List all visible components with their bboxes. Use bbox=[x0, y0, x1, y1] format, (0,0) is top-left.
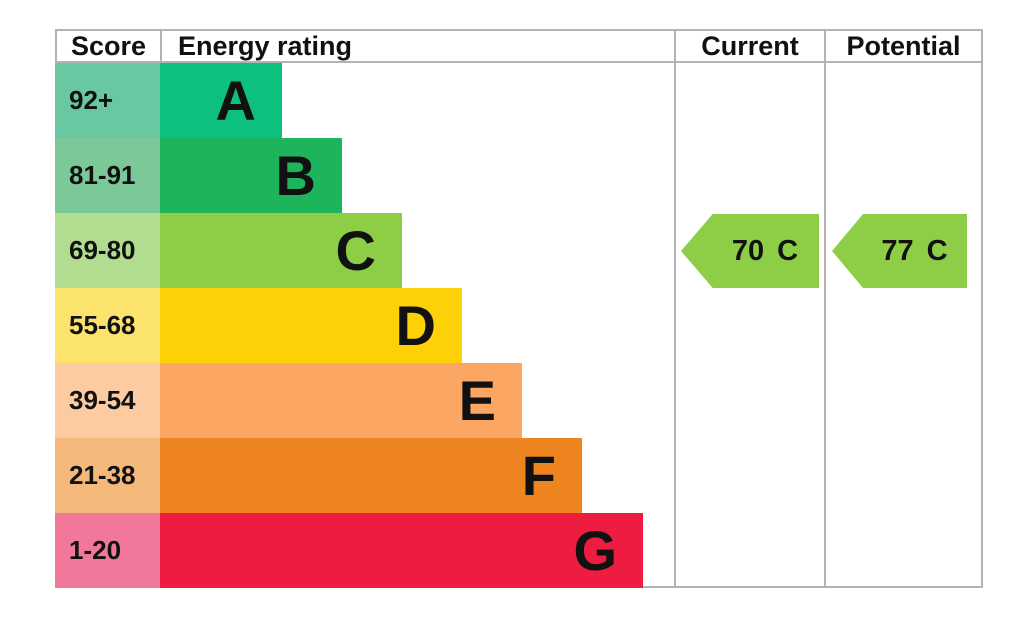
score-column-header: Score bbox=[70, 30, 147, 61]
band-row-d: 55-68 D bbox=[55, 288, 645, 363]
table-right-border bbox=[981, 29, 983, 588]
header-left-border bbox=[55, 29, 57, 63]
potential-rating-band: C bbox=[926, 234, 948, 267]
current-rating-band: C bbox=[777, 234, 799, 267]
band-e-bar: E bbox=[160, 363, 522, 438]
current-rating-arrow: 70 C bbox=[681, 214, 819, 288]
band-c-letter: C bbox=[335, 218, 376, 282]
current-column-header: Current bbox=[701, 30, 799, 61]
table-top-border bbox=[55, 29, 983, 31]
potential-rating-value: 77 bbox=[881, 234, 914, 267]
band-b-score-cell: 81-91 bbox=[55, 138, 160, 213]
band-f-bar: F bbox=[160, 438, 582, 513]
band-row-g: 1-20 G bbox=[55, 513, 645, 588]
current-rating-value: 70 bbox=[731, 234, 765, 267]
rating-bands: 92+ A 81-91 B 69-80 C 55-68 bbox=[55, 63, 645, 588]
band-a-bar: A bbox=[160, 63, 282, 138]
band-d-score-range: 55-68 bbox=[69, 310, 136, 340]
band-d-score-cell: 55-68 bbox=[55, 288, 160, 363]
band-d-letter: D bbox=[395, 293, 436, 357]
score-column-divider bbox=[160, 29, 162, 63]
potential-column-divider bbox=[824, 29, 826, 588]
band-a-score-cell: 92+ bbox=[55, 63, 160, 138]
potential-column-header: Potential bbox=[846, 30, 961, 61]
band-b-bar: B bbox=[160, 138, 342, 213]
band-f-score-cell: 21-38 bbox=[55, 438, 160, 513]
energy-rating-column-header: Energy rating bbox=[178, 30, 353, 61]
band-f-score-range: 21-38 bbox=[69, 460, 136, 490]
band-row-f: 21-38 F bbox=[55, 438, 645, 513]
band-row-a: 92+ A bbox=[55, 63, 645, 138]
band-g-score-cell: 1-20 bbox=[55, 513, 160, 588]
band-b-letter: B bbox=[275, 143, 316, 207]
band-d-bar: D bbox=[160, 288, 462, 363]
current-column-divider bbox=[674, 29, 676, 588]
band-c-score-range: 69-80 bbox=[69, 235, 136, 265]
band-c-bar: C bbox=[160, 213, 402, 288]
band-g-bar: G bbox=[160, 513, 643, 588]
band-c-score-cell: 69-80 bbox=[55, 213, 160, 288]
band-e-letter: E bbox=[458, 368, 496, 432]
band-g-letter: G bbox=[573, 518, 617, 582]
band-row-b: 81-91 B bbox=[55, 138, 645, 213]
band-g-score-range: 1-20 bbox=[69, 535, 122, 565]
potential-rating-arrow: 77 C bbox=[832, 214, 967, 288]
band-a-score-range: 92+ bbox=[69, 85, 114, 115]
band-row-e: 39-54 E bbox=[55, 363, 645, 438]
band-f-letter: F bbox=[521, 443, 556, 507]
band-a-letter: A bbox=[215, 68, 256, 132]
band-e-score-cell: 39-54 bbox=[55, 363, 160, 438]
band-e-score-range: 39-54 bbox=[69, 385, 136, 415]
band-row-c: 69-80 C bbox=[55, 213, 645, 288]
band-b-score-range: 81-91 bbox=[69, 160, 136, 190]
header-bottom-border bbox=[55, 61, 983, 63]
